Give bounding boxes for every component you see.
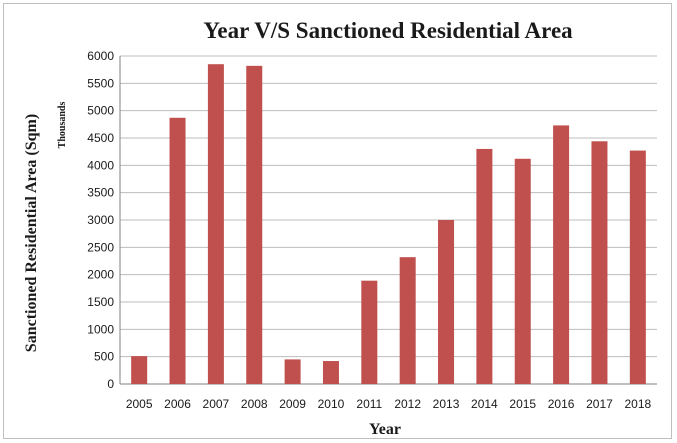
y-tick-label: 5500	[87, 76, 114, 90]
gridlines	[120, 56, 657, 384]
y-tick-label: 2000	[87, 268, 114, 282]
bar-2007	[208, 64, 224, 384]
bar-2017	[591, 141, 607, 384]
x-tick-label: 2014	[471, 397, 498, 411]
bars	[131, 64, 646, 384]
y-tick-label: 4500	[87, 131, 114, 145]
x-tick-label: 2012	[394, 397, 421, 411]
x-tick-label: 2006	[164, 397, 191, 411]
bar-2012	[400, 257, 416, 384]
bar-2018	[630, 151, 646, 384]
x-tick-label: 2013	[433, 397, 460, 411]
y-tick-label: 3000	[87, 213, 114, 227]
y-tick-labels: 0 500 1000 1500 2000 2500 3000 3500 4000 4500 5000…	[87, 49, 114, 391]
bar-2008	[246, 66, 262, 384]
y-tick-label: 1500	[87, 295, 114, 309]
x-tick-label: 2018	[624, 397, 651, 411]
y-tick-label: 5000	[87, 104, 114, 118]
bar-2010	[323, 361, 339, 384]
bar-2011	[361, 281, 377, 384]
x-tick-labels: 2005 2006 2007 2008 2009 2010 2011 2012 2013 2014…	[126, 397, 652, 411]
bar-2015	[515, 159, 531, 384]
bar-2009	[285, 359, 301, 384]
y-axis-title: Sanctioned Residential Area (Sqm)	[23, 114, 40, 352]
y-tick-label: 4000	[87, 158, 114, 172]
x-tick-label: 2015	[509, 397, 536, 411]
x-tick-label: 2016	[548, 397, 575, 411]
y-tick-label: 1000	[87, 322, 114, 336]
bar-2006	[170, 118, 186, 384]
bar-2005	[131, 356, 147, 384]
y-tick-label: 500	[94, 350, 114, 364]
bar-2016	[553, 125, 569, 384]
bar-2013	[438, 220, 454, 384]
x-tick-label: 2005	[126, 397, 153, 411]
bar-2014	[476, 149, 492, 384]
chart-title: Year V/S Sanctioned Residential Area	[203, 18, 573, 43]
y-tick-label: 3500	[87, 186, 114, 200]
y-tick-label: 6000	[87, 49, 114, 63]
y-axis-unit-label: Thousands	[57, 102, 68, 149]
x-tick-label: 2011	[356, 397, 382, 411]
x-tick-label: 2008	[241, 397, 268, 411]
x-tick-label: 2010	[318, 397, 345, 411]
x-axis-title: Year	[369, 421, 401, 438]
y-tick-label: 2500	[87, 240, 114, 254]
x-tick-label: 2009	[279, 397, 306, 411]
y-tick-label: 0	[107, 377, 114, 391]
x-tick-label: 2007	[203, 397, 230, 411]
x-tick-label: 2017	[586, 397, 613, 411]
